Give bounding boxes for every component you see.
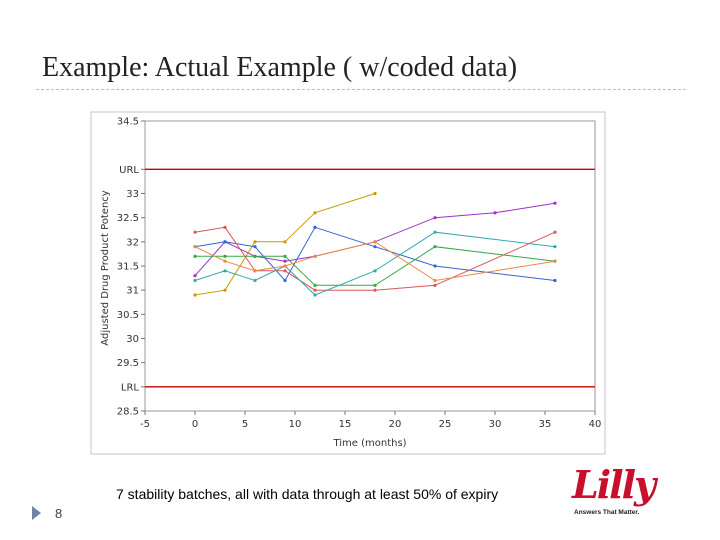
x-axis-label: Time (months) xyxy=(332,438,406,449)
x-tick-label: -5 xyxy=(140,419,150,430)
y-tick-label: 30.5 xyxy=(117,310,139,321)
y-tick-labels: 28.5 LRL 29.5 30 30.5 31 31.5 32 32.5 33 URL 34.5 xyxy=(117,117,145,418)
title-divider xyxy=(36,89,686,90)
data-point-batch-7 xyxy=(313,254,317,258)
x-tick-label: 25 xyxy=(439,419,452,430)
y-tick-label: 28.5 xyxy=(117,407,139,418)
data-point-batch-6 xyxy=(193,278,197,283)
data-point-batch-5 xyxy=(553,230,557,234)
series-layer xyxy=(193,191,557,297)
data-point-batch-3 xyxy=(253,245,257,249)
data-point-batch-6 xyxy=(373,269,377,273)
logo-wordmark: Lilly xyxy=(572,462,656,507)
data-point-batch-4 xyxy=(253,254,257,258)
slide-caption: 7 stability batches, all with data throu… xyxy=(116,486,499,502)
data-point-batch-7 xyxy=(553,259,557,263)
series-line-batch-2 xyxy=(194,193,376,296)
x-tick-label: 30 xyxy=(489,419,502,430)
data-point-batch-4 xyxy=(193,254,197,258)
series-line-batch-6 xyxy=(194,231,556,296)
reference-lines xyxy=(145,168,595,388)
series-line-batch-7 xyxy=(194,241,556,282)
slide-title: Example: Actual Example ( w/coded data) xyxy=(42,52,518,83)
data-point-batch-1 xyxy=(433,216,437,220)
y-tick-label: URL xyxy=(119,165,139,176)
y-axis-label: Adjusted Drug Product Potency xyxy=(100,190,111,345)
data-point-batch-1 xyxy=(193,274,197,278)
y-tick-label: 34.5 xyxy=(117,117,139,128)
y-tick-label: 30 xyxy=(126,334,139,345)
data-point-batch-6 xyxy=(253,278,257,283)
data-point-batch-5 xyxy=(283,269,287,273)
data-point-batch-7 xyxy=(223,259,227,263)
data-point-batch-5 xyxy=(313,288,317,292)
data-point-batch-3 xyxy=(283,278,287,283)
y-tick-label: 32.5 xyxy=(117,213,139,224)
data-point-batch-2 xyxy=(373,191,377,196)
y-tick-label: 31.5 xyxy=(117,262,139,273)
x-tick-label: 20 xyxy=(389,419,402,430)
data-point-batch-6 xyxy=(433,230,437,234)
data-point-batch-3 xyxy=(433,264,437,268)
data-point-batch-1 xyxy=(283,259,287,263)
data-point-batch-2 xyxy=(253,240,257,244)
x-tick-labels: -5 0 5 10 15 20 25 30 35 40 xyxy=(140,411,601,430)
y-tick-label: 33 xyxy=(126,189,139,200)
y-tick-label: 31 xyxy=(126,286,139,297)
bullet-arrow-icon xyxy=(32,506,41,520)
lilly-logo: Lilly Answers That Matter. xyxy=(570,462,692,522)
y-tick-label: 29.5 xyxy=(117,358,139,369)
data-point-batch-2 xyxy=(313,211,317,215)
data-point-batch-7 xyxy=(433,278,437,283)
data-point-batch-2 xyxy=(283,240,287,244)
data-point-batch-7 xyxy=(253,269,257,273)
data-point-batch-3 xyxy=(373,245,377,249)
y-tick-label: 32 xyxy=(126,237,139,248)
data-point-batch-1 xyxy=(493,211,497,215)
data-point-batch-4 xyxy=(283,254,287,258)
data-point-batch-6 xyxy=(313,293,317,297)
data-point-batch-5 xyxy=(223,225,227,229)
data-point-batch-1 xyxy=(553,201,557,205)
data-point-batch-6 xyxy=(223,269,227,273)
data-point-batch-4 xyxy=(313,283,317,287)
data-point-batch-6 xyxy=(553,245,557,249)
data-point-batch-3 xyxy=(313,225,317,229)
x-tick-label: 35 xyxy=(539,419,552,430)
x-tick-label: 10 xyxy=(289,419,302,430)
logo-tagline: Answers That Matter. xyxy=(574,509,640,516)
x-tick-label: 40 xyxy=(589,419,602,430)
data-point-batch-2 xyxy=(193,293,197,297)
x-tick-label: 5 xyxy=(242,419,248,430)
x-tick-label: 15 xyxy=(339,419,352,430)
data-point-batch-5 xyxy=(193,230,197,234)
data-point-batch-2 xyxy=(223,288,227,292)
data-point-batch-3 xyxy=(223,240,227,244)
data-point-batch-7 xyxy=(193,245,197,249)
data-point-batch-5 xyxy=(433,283,437,287)
y-tick-label: LRL xyxy=(121,382,140,393)
data-point-batch-4 xyxy=(223,254,227,258)
data-point-batch-7 xyxy=(373,240,377,244)
series-line-batch-3 xyxy=(194,226,556,282)
data-point-batch-5 xyxy=(373,288,377,292)
series-line-batch-4 xyxy=(195,246,556,286)
data-point-batch-4 xyxy=(373,283,377,287)
x-tick-label: 0 xyxy=(192,419,198,430)
data-point-batch-7 xyxy=(283,264,287,268)
page-number: 8 xyxy=(55,506,63,521)
data-point-batch-4 xyxy=(433,245,437,249)
data-point-batch-3 xyxy=(553,278,557,283)
